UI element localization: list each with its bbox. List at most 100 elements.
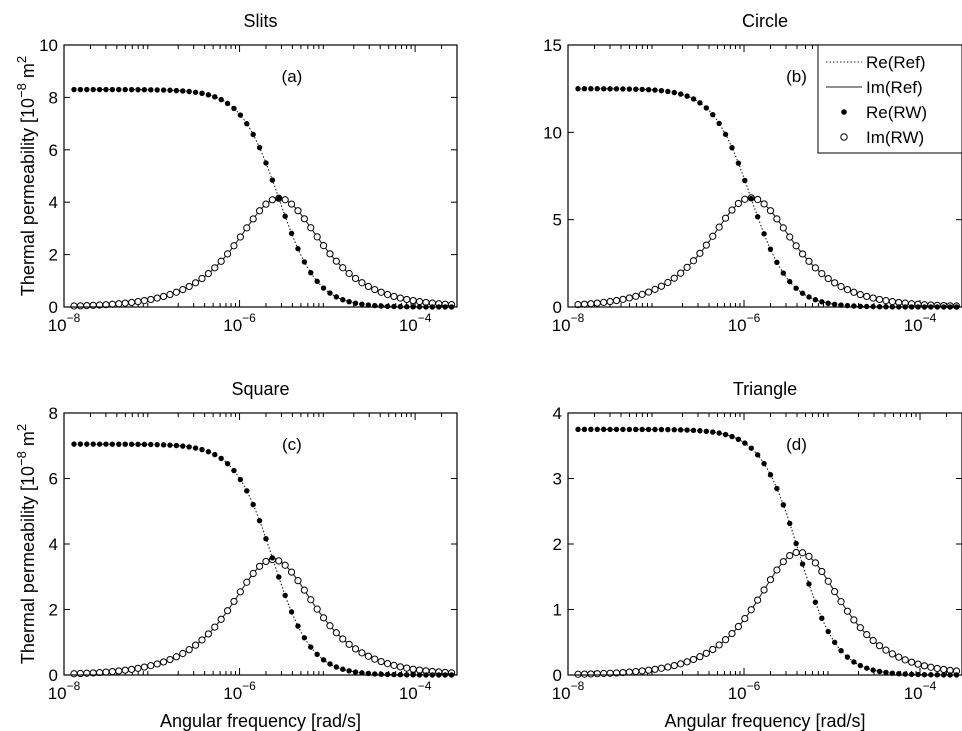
re-rw-point [684,93,690,99]
im-rw-point [805,257,813,265]
re-rw-point [263,160,269,166]
im-rw-point [895,653,903,661]
im-rw-point [683,263,691,271]
re-rw-point [90,441,96,447]
re-rw-point [870,667,876,673]
im-rw-point [121,299,129,307]
im-rw-point [281,561,289,569]
re-rw-point [103,441,109,447]
re-rw-point [825,300,831,306]
im-rw-point [230,597,238,606]
re-rw-point [288,609,295,615]
x-tick-label: 10−6 [223,679,256,703]
im-rw-point [345,640,353,648]
im-rw-point [741,614,749,623]
im-rw-point [147,662,155,670]
im-rw-point [204,269,212,278]
im-rw-point [709,645,717,654]
legend: Re(Ref) Im(Ref) Re(RW) Im(RW) [817,44,962,154]
im-rw-point [837,282,845,291]
re-rw-point [244,120,250,127]
re-rw-point [263,536,269,542]
im-rw-point [179,285,187,294]
x-tick-label: 10−8 [552,311,585,335]
im-rw-point [287,200,296,208]
im-rw-point [262,200,270,208]
re-rw-point [122,86,128,93]
im-rw-point [294,207,302,215]
re-rw-point [761,460,767,467]
re-rw-point [244,488,250,494]
re-rw-point [186,88,192,95]
y-tick-label: 4 [49,193,58,212]
im-rw-point [185,646,193,654]
re-rw-point [256,517,263,524]
im-rw-point [882,297,890,305]
re-rw-point [742,177,748,184]
re-rw-point [575,426,581,433]
im-rw-point [747,606,755,614]
re-rw-point [780,270,787,276]
re-rw-point [212,94,218,100]
re-rw-point [774,485,780,492]
im-rw-point [818,567,826,576]
im-rw-point [319,242,328,250]
re-rw-point [378,671,384,677]
panel-label: (b) [786,67,807,86]
im-rw-point [875,642,884,650]
y-tick-label: 0 [49,666,58,685]
re-rw-point [333,664,340,670]
re-rw-point [697,428,703,434]
re-ref-line [74,443,452,675]
re-rw-point [192,89,199,95]
im-rw-point [204,630,212,638]
re-rw-point [148,441,154,448]
im-rw-point [760,586,768,594]
re-rw-point [793,540,799,547]
re-rw-point [327,290,333,296]
y-tick-label: 10 [39,36,58,55]
re-rw-point [276,195,282,201]
re-rw-point [154,87,160,93]
axes-box [63,44,458,308]
re-rw-point [690,427,697,434]
im-rw-point [940,665,948,674]
im-rw-point [587,300,595,308]
re-rw-point [748,445,754,451]
im-rw-point [83,301,91,310]
im-rw-point [837,598,845,606]
reference-curves [73,443,452,675]
x-tick-label: 10−6 [223,311,256,335]
re-rw-point [729,144,735,151]
legend-label: Im(Ref) [866,78,923,97]
re-rw-point [806,581,812,587]
re-rw-point [84,86,90,93]
x-tick-label: 10−6 [728,311,761,335]
im-rw-point [403,295,411,304]
rw-markers [70,441,456,678]
im-rw-point [153,660,161,668]
re-rw-point [141,87,148,93]
im-rw-point [115,300,123,308]
re-rw-point [109,86,116,93]
re-rw-point [633,426,639,433]
re-rw-point [96,86,103,93]
re-rw-point [722,131,729,138]
re-rw-point [633,86,639,92]
re-rw-point [90,86,96,93]
im-rw-point [901,656,909,664]
rw-markers [574,426,961,678]
re-rw-point [594,86,600,92]
re-rw-point [639,426,645,433]
im-rw-point [172,288,180,296]
re-rw-point [308,644,314,650]
im-rw-point [153,294,161,302]
im-rw-point [358,279,366,287]
re-rw-point [581,426,588,433]
re-rw-point [742,440,748,446]
y-tick-label: 4 [553,404,562,423]
im-rw-point [326,622,334,630]
re-rw-point [710,111,716,118]
re-rw-point [128,86,135,93]
